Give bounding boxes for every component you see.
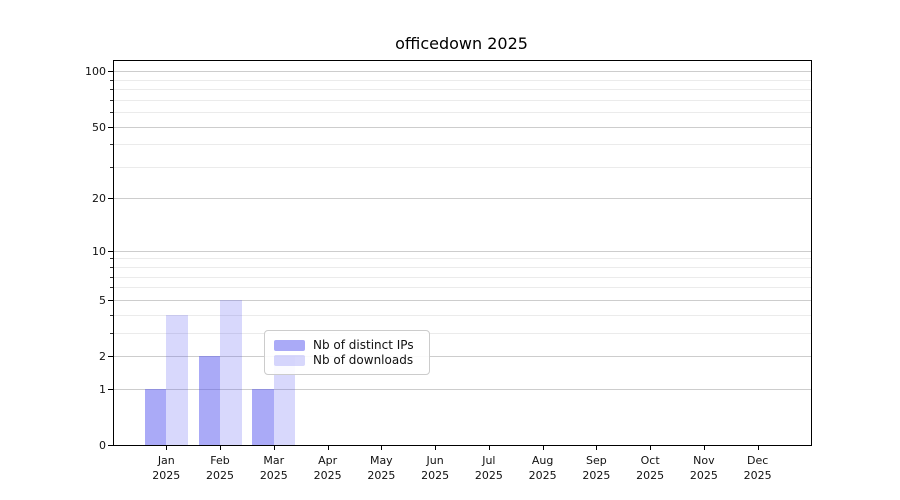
y-axis-tick-label: 100 [85,65,106,78]
legend-item-distinct-ips: Nb of distinct IPs [274,338,420,352]
x-tick-mark [542,445,544,450]
y-minor-tick-mark [110,267,113,268]
x-axis-tick-label: Mar 2025 [259,454,288,482]
y-minor-tick-mark [110,144,113,145]
gridline-major [114,356,811,357]
x-axis-tick-label: Dec 2025 [743,454,772,482]
gridline-minor [114,258,811,259]
y-minor-tick-mark [110,112,113,113]
legend-item-downloads: Nb of downloads [274,353,420,367]
gridline-minor [114,333,811,334]
y-minor-tick-mark [110,80,113,81]
y-minor-tick-mark [110,167,113,168]
x-tick-mark [381,445,383,450]
x-tick-mark [327,445,329,450]
gridline-minor [114,100,811,101]
gridline-major [114,300,811,301]
y-minor-tick-mark [110,277,113,278]
y-tick-mark [108,251,113,252]
legend: Nb of distinct IPs Nb of downloads [264,330,430,375]
y-axis-tick-label: 0 [99,439,106,452]
y-minor-tick-mark [110,333,113,334]
y-axis-tick-label: 50 [92,121,106,134]
y-axis-tick-label: 1 [99,383,106,396]
bar-distinct-ips [252,388,274,445]
gridline-major [114,71,811,72]
x-axis-tick-label: Jul 2025 [474,454,503,482]
y-axis-tick-label: 5 [99,294,106,307]
x-tick-mark [650,445,652,450]
x-tick-mark [220,445,222,450]
gridline-major [114,127,811,128]
bar-distinct-ips [144,388,167,445]
y-tick-mark [108,389,113,390]
gridline-minor [114,167,811,168]
x-axis-tick-label: Jun 2025 [421,454,450,482]
gridline-minor [114,267,811,268]
y-tick-mark [108,356,113,357]
legend-label-downloads: Nb of downloads [313,353,414,367]
y-minor-tick-mark [110,315,113,316]
x-axis-tick-label: Jan 2025 [152,454,181,482]
gridline-minor [114,144,811,145]
legend-swatch-distinct-ips [274,339,305,351]
chart-title: officedown 2025 [395,34,528,53]
plot-area: 0 1 2 5 10 20 50 100 Jan 2025 Feb 2025 Mar 2025 Apr 202… [85,60,812,482]
y-tick-mark [108,300,113,301]
y-minor-tick-mark [110,287,113,288]
x-tick-mark [757,445,759,450]
x-axis-tick-label: Feb 2025 [206,454,235,482]
bar-downloads [166,314,188,445]
gridline-minor [114,80,811,81]
y-tick-mark [108,71,113,72]
gridline-minor [114,287,811,288]
y-minor-tick-mark [110,258,113,259]
gridline-major [114,251,811,252]
legend-label-distinct-ips: Nb of distinct IPs [313,338,414,352]
bar-downloads [273,356,296,445]
y-tick-mark [108,445,113,446]
y-axis-tick-label: 10 [92,245,106,258]
y-axis-tick-label: 2 [99,350,106,363]
x-axis-tick-label: Nov 2025 [689,454,718,482]
y-tick-mark [108,127,113,128]
y-tick-mark [108,198,113,199]
y-minor-tick-mark [110,100,113,101]
y-minor-tick-mark [110,89,113,90]
gridline-major [114,389,811,390]
x-axis-tick-label: May 2025 [367,454,396,482]
gridline-minor [114,89,811,90]
gridline-major [114,198,811,199]
x-tick-mark [273,445,275,450]
x-tick-mark [703,445,705,450]
x-axis-tick-label: Aug 2025 [528,454,557,482]
bar-distinct-ips [198,356,221,445]
y-axis-tick-label: 20 [92,192,106,205]
gridline-minor [114,315,811,316]
x-axis-tick-label: Sep 2025 [582,454,611,482]
bar-downloads [220,299,242,445]
x-axis-tick-label: Oct 2025 [636,454,665,482]
x-tick-mark [435,445,437,450]
legend-swatch-downloads [274,354,305,366]
x-tick-mark [596,445,598,450]
x-axis-tick-label: Apr 2025 [313,454,342,482]
gridline-minor [114,112,811,113]
x-tick-mark [488,445,490,450]
x-tick-mark [166,445,168,450]
gridline-minor [114,277,811,278]
